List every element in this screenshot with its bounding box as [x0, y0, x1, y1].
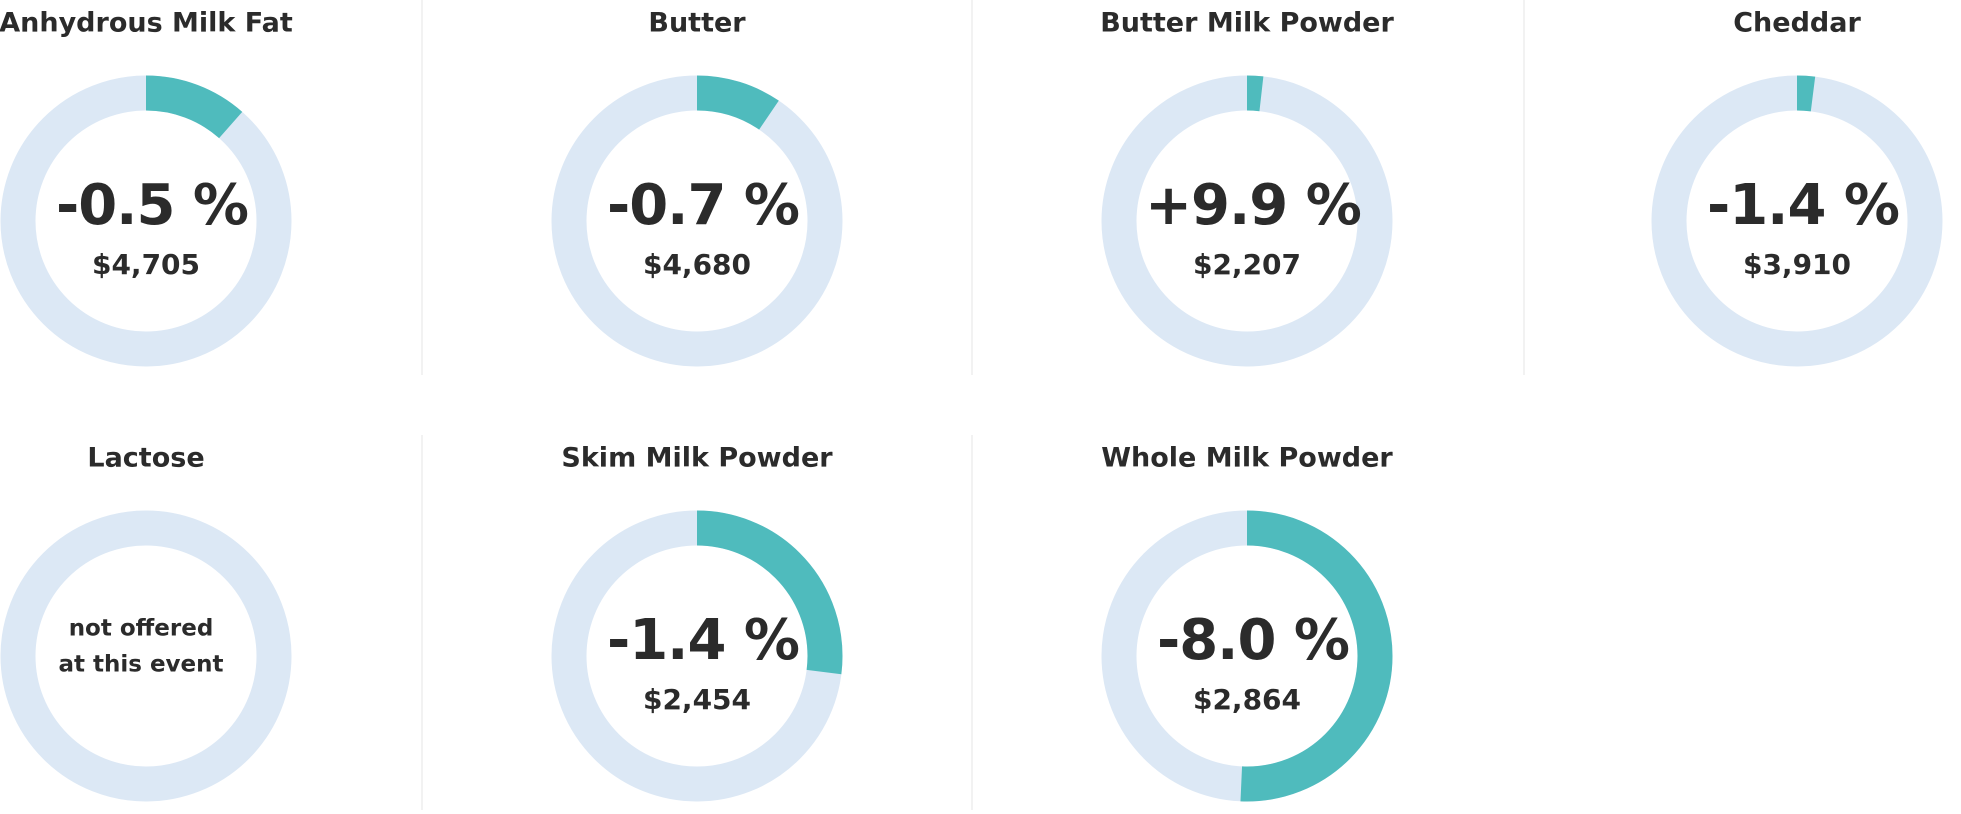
- change-value: -0.5 %: [56, 173, 248, 238]
- price-value: $4,680: [643, 248, 751, 281]
- gauge-arc: [0, 75, 292, 367]
- change-value: -1.4 %: [607, 608, 799, 673]
- gauge-arc: [1651, 75, 1943, 367]
- card-title: Whole Milk Powder: [1101, 443, 1393, 474]
- gauge-arc: [551, 510, 843, 802]
- change-value: -0.7 %: [607, 173, 799, 238]
- change-value: -8.0 %: [1157, 608, 1349, 673]
- gauge-ring: [0, 510, 292, 802]
- note-text: not offered: [69, 616, 214, 642]
- card-title: Lactose: [87, 443, 204, 474]
- gauge-arc: [1101, 75, 1393, 367]
- card-title: Butter Milk Powder: [1100, 8, 1394, 39]
- change-value: +9.9 %: [1145, 173, 1361, 238]
- price-value: $4,705: [92, 248, 200, 281]
- card-title: Skim Milk Powder: [561, 443, 833, 474]
- gauge-arc: [551, 75, 843, 367]
- card-title: Butter: [648, 8, 746, 39]
- note-text: at this event: [58, 652, 223, 678]
- price-value: $3,910: [1743, 248, 1851, 281]
- card-title: Cheddar: [1733, 8, 1861, 39]
- card-title: Anhydrous Milk Fat: [0, 8, 293, 39]
- price-value: $2,864: [1193, 683, 1301, 716]
- change-value: -1.4 %: [1707, 173, 1899, 238]
- gauge-arc: [1101, 510, 1393, 802]
- price-value: $2,207: [1193, 248, 1301, 281]
- price-value: $2,454: [643, 683, 751, 716]
